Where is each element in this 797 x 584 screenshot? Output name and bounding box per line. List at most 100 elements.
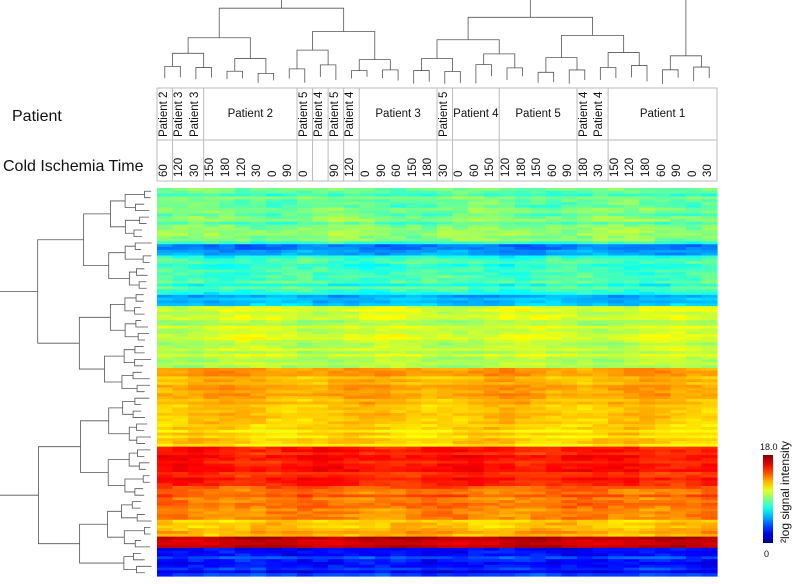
heatmap-cell: [281, 325, 298, 330]
heatmap-cell: [654, 353, 671, 358]
heatmap-cell: [328, 570, 345, 574]
heatmap-cell: [234, 331, 251, 335]
heatmap-cell: [265, 418, 283, 422]
heatmap-cell: [514, 303, 531, 307]
heatmap-cell: [234, 547, 251, 552]
heatmap-cell: [685, 367, 703, 372]
heatmap-cell: [701, 387, 718, 392]
heatmap-cell: [592, 531, 609, 535]
heatmap-cell: [157, 486, 174, 490]
heatmap-cell: [297, 238, 314, 243]
heatmap-cell: [483, 193, 500, 198]
heatmap-cell: [452, 387, 469, 392]
heatmap-cell: [701, 325, 718, 330]
heatmap-cell: [514, 328, 531, 332]
heatmap-cell: [172, 238, 189, 243]
heatmap-cell: [359, 382, 376, 386]
heatmap-cell: [343, 516, 360, 521]
heatmap-cell: [219, 502, 236, 507]
heatmap-cell: [530, 421, 547, 425]
heatmap-cell: [203, 221, 220, 226]
heatmap-cell: [437, 393, 454, 397]
heatmap-cell: [545, 238, 563, 243]
heatmap-cell: [623, 238, 640, 243]
heatmap-cell: [172, 528, 189, 532]
heatmap-cell: [530, 294, 547, 299]
heatmap-cell: [561, 525, 578, 529]
heatmap-cell: [437, 325, 454, 330]
heatmap-cell: [390, 252, 407, 257]
heatmap-cell: [483, 573, 500, 577]
heatmap-cell: [265, 542, 283, 546]
heatmap-cell: [390, 306, 407, 310]
heatmap-cell: [452, 443, 469, 448]
heatmap-cell: [390, 387, 407, 392]
heatmap-cell: [219, 227, 236, 231]
heatmap-cell: [561, 418, 578, 422]
heatmap-cell: [188, 463, 205, 467]
heatmap-cell: [623, 280, 640, 285]
heatmap-cell: [343, 387, 360, 392]
heatmap-cell: [514, 269, 531, 273]
heatmap-cell: [654, 269, 671, 273]
heatmap-cell: [265, 277, 283, 282]
heatmap-cell: [701, 508, 718, 512]
heatmap-cell: [265, 426, 283, 431]
heatmap-cell: [297, 370, 314, 375]
heatmap-cell: [265, 204, 283, 209]
heatmap-cell: [592, 294, 609, 299]
heatmap-cell: [281, 573, 298, 577]
heatmap-cell: [172, 210, 189, 214]
heatmap-cell: [639, 379, 656, 383]
heatmap-cell: [421, 365, 438, 369]
heatmap-cell: [545, 545, 563, 549]
heatmap-cell: [343, 570, 360, 574]
heatmap-cell: [312, 480, 329, 484]
heatmap-cell: [359, 477, 376, 481]
heatmap-cell: [670, 573, 687, 577]
heatmap-cell: [405, 514, 423, 518]
heatmap-cell: [374, 230, 391, 234]
heatmap-cell: [203, 339, 220, 344]
heatmap-cell: [530, 556, 547, 560]
heatmap-cell: [312, 421, 329, 425]
heatmap-cell: [297, 218, 314, 223]
heatmap-cell: [623, 539, 640, 543]
heatmap-cell: [281, 398, 298, 403]
heatmap-cell: [203, 334, 220, 338]
heatmap-cell: [359, 486, 376, 490]
heatmap-cell: [468, 221, 485, 226]
heatmap-cell: [297, 556, 314, 560]
heatmap-cell: [421, 536, 438, 541]
heatmap-cell: [219, 474, 236, 479]
heatmap-cell: [701, 519, 718, 524]
column-dendrogram-branch: [319, 64, 337, 81]
heatmap-cell: [654, 286, 671, 290]
heatmap-cell: [561, 471, 578, 476]
heatmap-cell: [639, 275, 656, 279]
heatmap-cell: [452, 477, 469, 481]
heatmap-cell: [312, 410, 329, 414]
heatmap-cell: [421, 441, 438, 445]
heatmap-cell: [312, 218, 329, 223]
heatmap-cell: [592, 300, 609, 304]
heatmap-cell: [499, 199, 516, 203]
heatmap-cell: [250, 438, 267, 442]
heatmap-cell: [452, 367, 469, 372]
heatmap-cell: [577, 320, 594, 324]
heatmap-cell: [343, 486, 360, 490]
heatmap-cell: [421, 188, 438, 192]
heatmap-cell: [639, 432, 656, 437]
heatmap-cell: [250, 249, 267, 254]
heatmap-cell: [530, 275, 547, 279]
column-dendrogram-branch: [257, 72, 275, 83]
heatmap-cell: [701, 300, 718, 304]
heatmap-cell: [421, 494, 438, 498]
heatmap-cell: [203, 303, 220, 307]
heatmap-cell: [623, 559, 640, 563]
heatmap-cell: [577, 306, 594, 310]
heatmap-cell: [188, 486, 205, 490]
heatmap-cell: [312, 494, 329, 498]
heatmap-cell: [172, 550, 189, 555]
heatmap-cell: [219, 218, 236, 223]
